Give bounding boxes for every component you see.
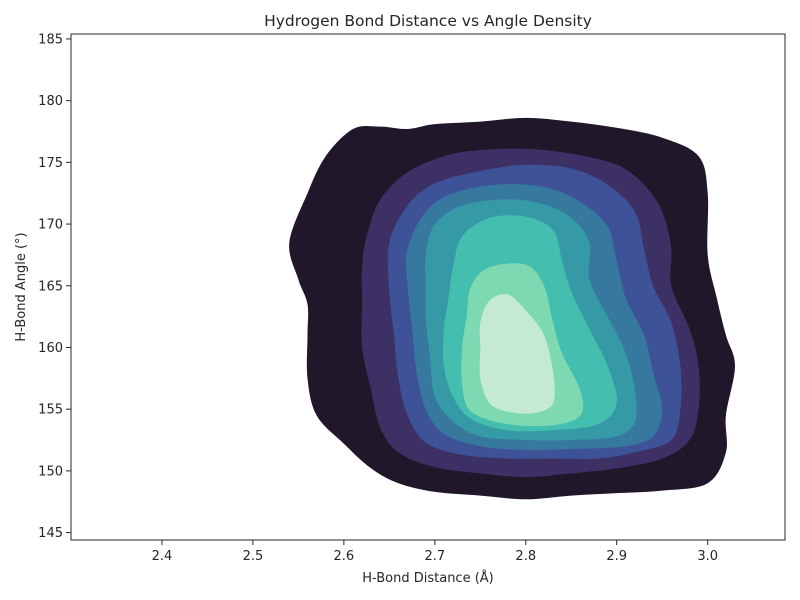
- y-tick-label: 145: [38, 526, 63, 541]
- x-tick-label: 2.7: [424, 549, 445, 564]
- x-tick-label: 2.5: [243, 549, 264, 564]
- chart-title: Hydrogen Bond Distance vs Angle Density: [264, 12, 592, 30]
- y-tick-label: 155: [38, 403, 63, 418]
- y-tick-label: 150: [38, 464, 63, 479]
- x-tick-label: 2.6: [334, 549, 355, 564]
- y-tick-label: 170: [38, 218, 63, 233]
- plot-frame: [70, 33, 786, 541]
- y-tick-label: 180: [38, 94, 63, 109]
- y-axis-label: H-Bond Angle (°): [14, 232, 29, 341]
- y-tick-label: 175: [38, 156, 63, 171]
- x-tick-label: 2.9: [606, 549, 627, 564]
- x-tick-label: 3.0: [697, 549, 718, 564]
- x-tick-label: 2.8: [515, 549, 536, 564]
- y-tick-label: 160: [38, 341, 63, 356]
- y-tick-label: 185: [38, 32, 63, 47]
- x-axis-label: H-Bond Distance (Å): [362, 570, 494, 586]
- density-level-8: [479, 293, 555, 414]
- y-tick-label: 165: [38, 279, 63, 294]
- x-axis: 2.4 2.5 2.6 2.7 2.8 2.9 3.0: [152, 540, 718, 564]
- y-axis: 145 150 155 160 165 170 175 180 185: [38, 32, 71, 541]
- x-tick-label: 2.4: [152, 549, 173, 564]
- density-contours: [289, 117, 735, 500]
